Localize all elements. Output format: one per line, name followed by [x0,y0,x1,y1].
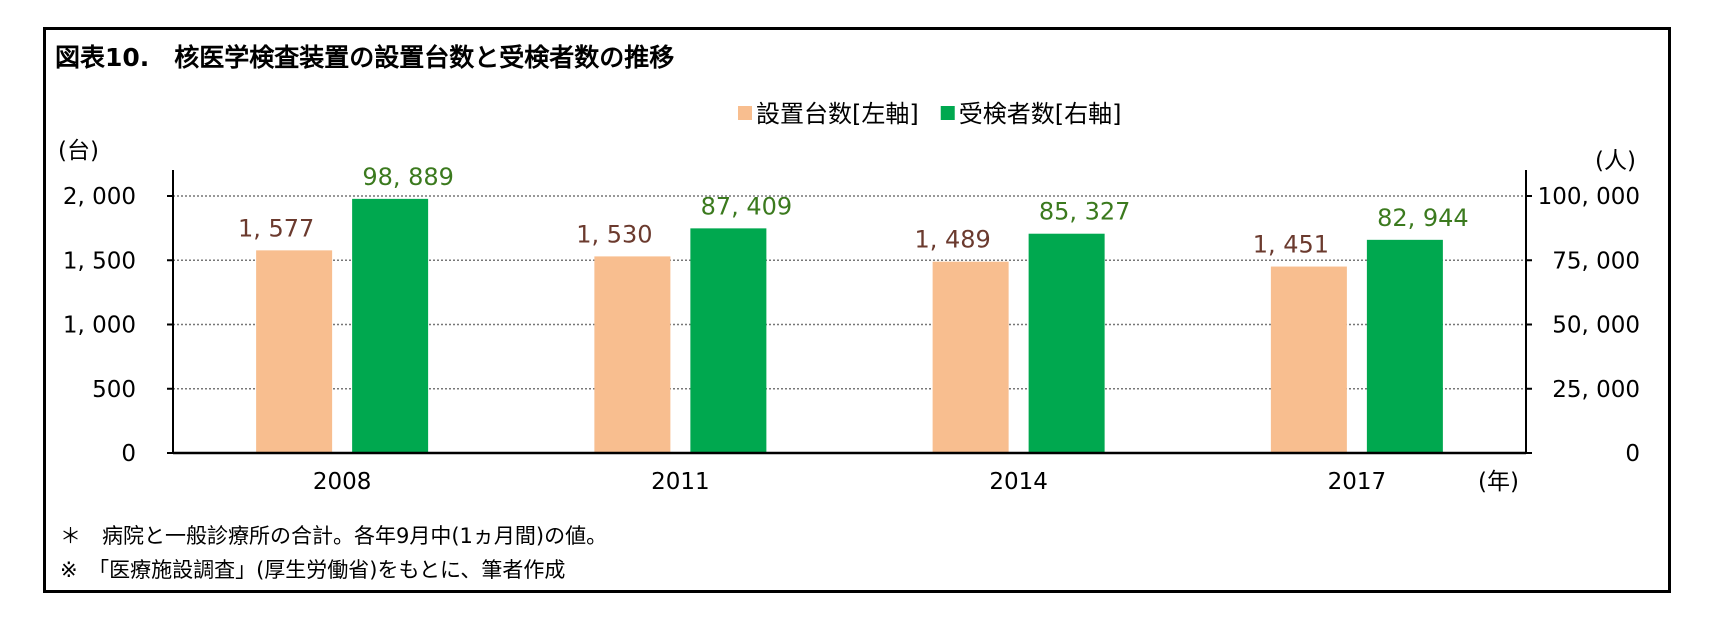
data-label: 1, 577 [238,214,314,242]
data-label: 85, 327 [1039,198,1131,226]
x-tick-label: 2014 [989,469,1048,495]
right-axis-unit: (人) [1595,148,1636,174]
left-tick-label: 1, 000 [63,313,136,339]
legend: 設置台数[左軸] 受検者数[右軸] [738,100,1121,128]
axes: 2008 2011 2014 2017 0 500 1, 000 1, 500 2, 000 0 2… [58,138,1640,495]
bar-installed-2008 [256,250,333,453]
left-tick-label: 1, 500 [63,248,136,274]
chart-frame [43,27,1671,593]
right-tick-label: 50, 000 [1552,313,1640,339]
footnote-2: ※ 「医療施設調査」(厚生労働省)をもとに、筆者作成 [60,558,566,582]
legend-swatch [940,106,955,120]
data-label: 1, 530 [576,220,652,248]
x-tick-label: 2008 [313,469,372,495]
x-tick-label: 2011 [651,469,710,495]
right-tick-label: 0 [1625,441,1640,467]
legend-label: 設置台数[左軸] [756,100,919,128]
footnote-1: ＊ 病院と一般診療所の合計。各年9月中(1ヵ月間)の値。 [60,524,608,548]
right-tick-label: 25, 000 [1552,377,1640,403]
bar-installed-2017 [1270,266,1347,453]
data-label: 98, 889 [362,163,454,191]
x-tick-label: 2017 [1328,469,1387,495]
data-label: 87, 409 [701,192,793,220]
legend-swatch [738,106,752,120]
bar-installed-2014 [932,261,1009,453]
chart-title: 図表10. 核医学検査装置の設置台数と受検者数の推移 [55,43,675,72]
bar-examinees-2011 [690,228,767,453]
data-label: 1, 451 [1253,231,1329,259]
x-axis-unit: (年) [1478,469,1519,495]
bar-examinees-2008 [352,198,429,453]
data-label: 1, 489 [914,226,990,254]
left-tick-label: 2, 000 [63,184,136,210]
data-labels: 1, 577 98, 889 1, 530 87, 409 1, 489 85, 327 1… [238,163,1469,259]
right-tick-label: 75, 000 [1552,248,1640,274]
left-axis-unit: (台) [58,138,99,164]
bar-examinees-2017 [1366,239,1443,453]
bar-installed-2011 [594,256,671,453]
left-tick-label: 500 [92,377,136,403]
legend-label: 受検者数[右軸] [959,100,1122,128]
right-tick-label: 100, 000 [1538,184,1640,210]
bars [256,198,1443,453]
left-tick-label: 0 [121,441,136,467]
bar-examinees-2014 [1028,233,1105,453]
data-label: 82, 944 [1377,204,1469,232]
